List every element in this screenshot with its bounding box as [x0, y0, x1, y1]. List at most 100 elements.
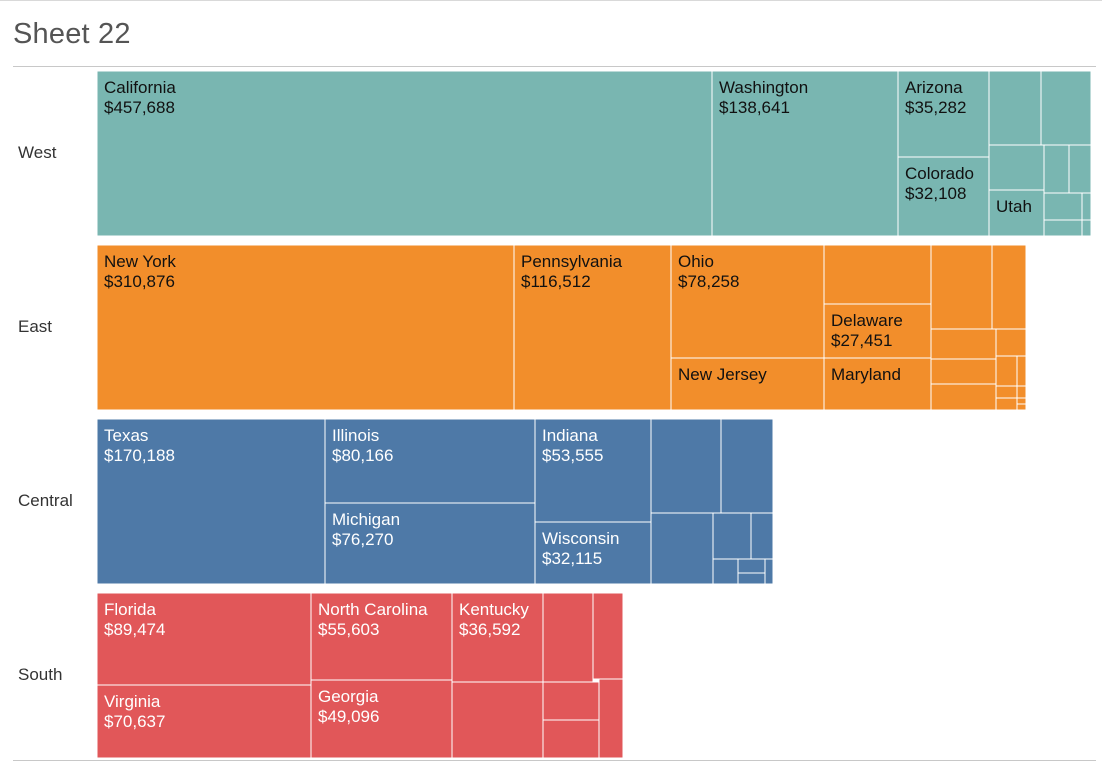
value-pennsylvania: $116,512 [521, 272, 591, 291]
cell-california[interactable] [96, 70, 713, 237]
label-michigan: Michigan [332, 510, 400, 529]
label-ohio: Ohio [678, 252, 714, 271]
central-minor-cell-5[interactable] [712, 558, 739, 585]
row-label-east: East [18, 317, 53, 336]
cell-illinois[interactable] [324, 418, 536, 504]
row-label-west: West [18, 143, 57, 162]
header-divider [13, 66, 1096, 67]
east-minor-cell-1[interactable] [930, 244, 993, 330]
east-minor-cell-5[interactable] [930, 358, 997, 385]
value-ohio: $78,258 [678, 272, 739, 291]
label-arizona: Arizona [905, 78, 963, 97]
south-minor-cell-3[interactable] [451, 681, 544, 759]
value-georgia: $49,096 [318, 707, 379, 726]
value-wisconsin: $32,115 [542, 549, 602, 568]
cell-utah[interactable] [988, 189, 1045, 237]
cell-michigan[interactable] [324, 502, 536, 585]
label-maryland: Maryland [831, 365, 901, 384]
cell-indiana[interactable] [534, 418, 652, 523]
west-minor-cell-6[interactable] [1081, 192, 1092, 221]
east-minor-cell-10[interactable] [1016, 385, 1027, 399]
label-pennsylvania: Pennsylvania [521, 252, 623, 271]
label-north-carolina: North Carolina [318, 600, 428, 619]
cell-kentucky[interactable] [451, 592, 544, 683]
sheet-title: Sheet 22 [13, 18, 131, 50]
value-washington: $138,641 [719, 98, 790, 117]
label-new-york: New York [104, 252, 176, 271]
west-minor-cell-8[interactable] [1081, 219, 1092, 237]
central-minor-cell-6[interactable] [737, 558, 766, 574]
label-kentucky: Kentucky [459, 600, 529, 619]
central-minor-cell-2[interactable] [650, 512, 714, 585]
row-label-south: South [18, 665, 63, 684]
cell-new-york[interactable] [96, 244, 515, 411]
central-minor-cell-1[interactable] [720, 418, 774, 514]
cell-florida[interactable] [96, 592, 312, 686]
label-texas: Texas [104, 426, 148, 445]
east-minor-cell-12[interactable] [1016, 397, 1027, 405]
value-kentucky: $36,592 [459, 620, 520, 639]
west-minor-cell-4[interactable] [1068, 144, 1092, 194]
cell-texas[interactable] [96, 418, 326, 585]
east-minor-cell-7[interactable] [1016, 355, 1027, 387]
central-minor-cell-8[interactable] [737, 572, 766, 585]
row-label-central: Central [18, 491, 73, 510]
central-minor-cell-4[interactable] [750, 512, 774, 560]
cell-pennsylvania[interactable] [513, 244, 672, 411]
value-california: $457,688 [104, 98, 175, 117]
west-minor-cell-3[interactable] [1043, 144, 1070, 194]
west-minor-cell-1[interactable] [1040, 70, 1092, 146]
label-utah: Utah [996, 197, 1032, 216]
value-illinois: $80,166 [332, 446, 393, 465]
east-minor-cell-3[interactable] [930, 328, 997, 360]
east-minor-cell-9[interactable] [995, 385, 1018, 399]
label-indiana: Indiana [542, 426, 598, 445]
cell-maryland[interactable] [823, 357, 932, 411]
east-minor-cell-0[interactable] [823, 244, 932, 305]
cell-delaware[interactable] [823, 303, 932, 359]
label-florida: Florida [104, 600, 157, 619]
cell-new-jersey[interactable] [670, 357, 825, 411]
central-minor-cell-0[interactable] [650, 418, 722, 514]
east-minor-cell-11[interactable] [995, 397, 1018, 411]
east-minor-cell-6[interactable] [995, 355, 1018, 387]
value-virginia: $70,637 [104, 712, 165, 731]
west-minor-cell-2[interactable] [988, 144, 1045, 191]
top-border [0, 0, 1102, 1]
west-minor-cell-7[interactable] [1043, 219, 1083, 237]
south-minor-cell-5[interactable] [598, 678, 624, 759]
value-indiana: $53,555 [542, 446, 603, 465]
value-texas: $170,188 [104, 446, 175, 465]
value-florida: $89,474 [104, 620, 165, 639]
cell-north-carolina[interactable] [310, 592, 453, 681]
east-minor-cell-8[interactable] [930, 383, 997, 411]
south-minor-cell-1[interactable] [592, 592, 624, 680]
cell-wisconsin[interactable] [534, 521, 652, 585]
label-colorado: Colorado [905, 164, 974, 183]
central-minor-cell-7[interactable] [764, 558, 774, 585]
label-delaware: Delaware [831, 311, 903, 330]
label-california: California [104, 78, 176, 97]
central-minor-cell-3[interactable] [712, 512, 752, 560]
value-delaware: $27,451 [831, 331, 892, 350]
south-minor-cell-2[interactable] [542, 681, 600, 721]
label-virginia: Virginia [104, 692, 161, 711]
cell-georgia[interactable] [310, 679, 453, 759]
label-washington: Washington [719, 78, 808, 97]
value-arizona: $35,282 [905, 98, 966, 117]
south-minor-cell-0[interactable] [542, 592, 594, 693]
value-new-york: $310,876 [104, 272, 175, 291]
south-minor-cell-4[interactable] [542, 719, 600, 759]
east-minor-cell-13[interactable] [1016, 403, 1027, 411]
value-colorado: $32,108 [905, 184, 966, 203]
cell-washington[interactable] [711, 70, 899, 237]
cell-ohio[interactable] [670, 244, 825, 359]
east-minor-cell-2[interactable] [991, 244, 1027, 330]
label-wisconsin: Wisconsin [542, 529, 619, 548]
east-minor-cell-4[interactable] [995, 328, 1027, 357]
west-minor-cell-5[interactable] [1043, 192, 1083, 221]
label-new-jersey: New Jersey [678, 365, 767, 384]
cell-arizona[interactable] [897, 70, 990, 158]
footer-divider [13, 760, 1096, 761]
west-minor-cell-0[interactable] [988, 70, 1042, 146]
